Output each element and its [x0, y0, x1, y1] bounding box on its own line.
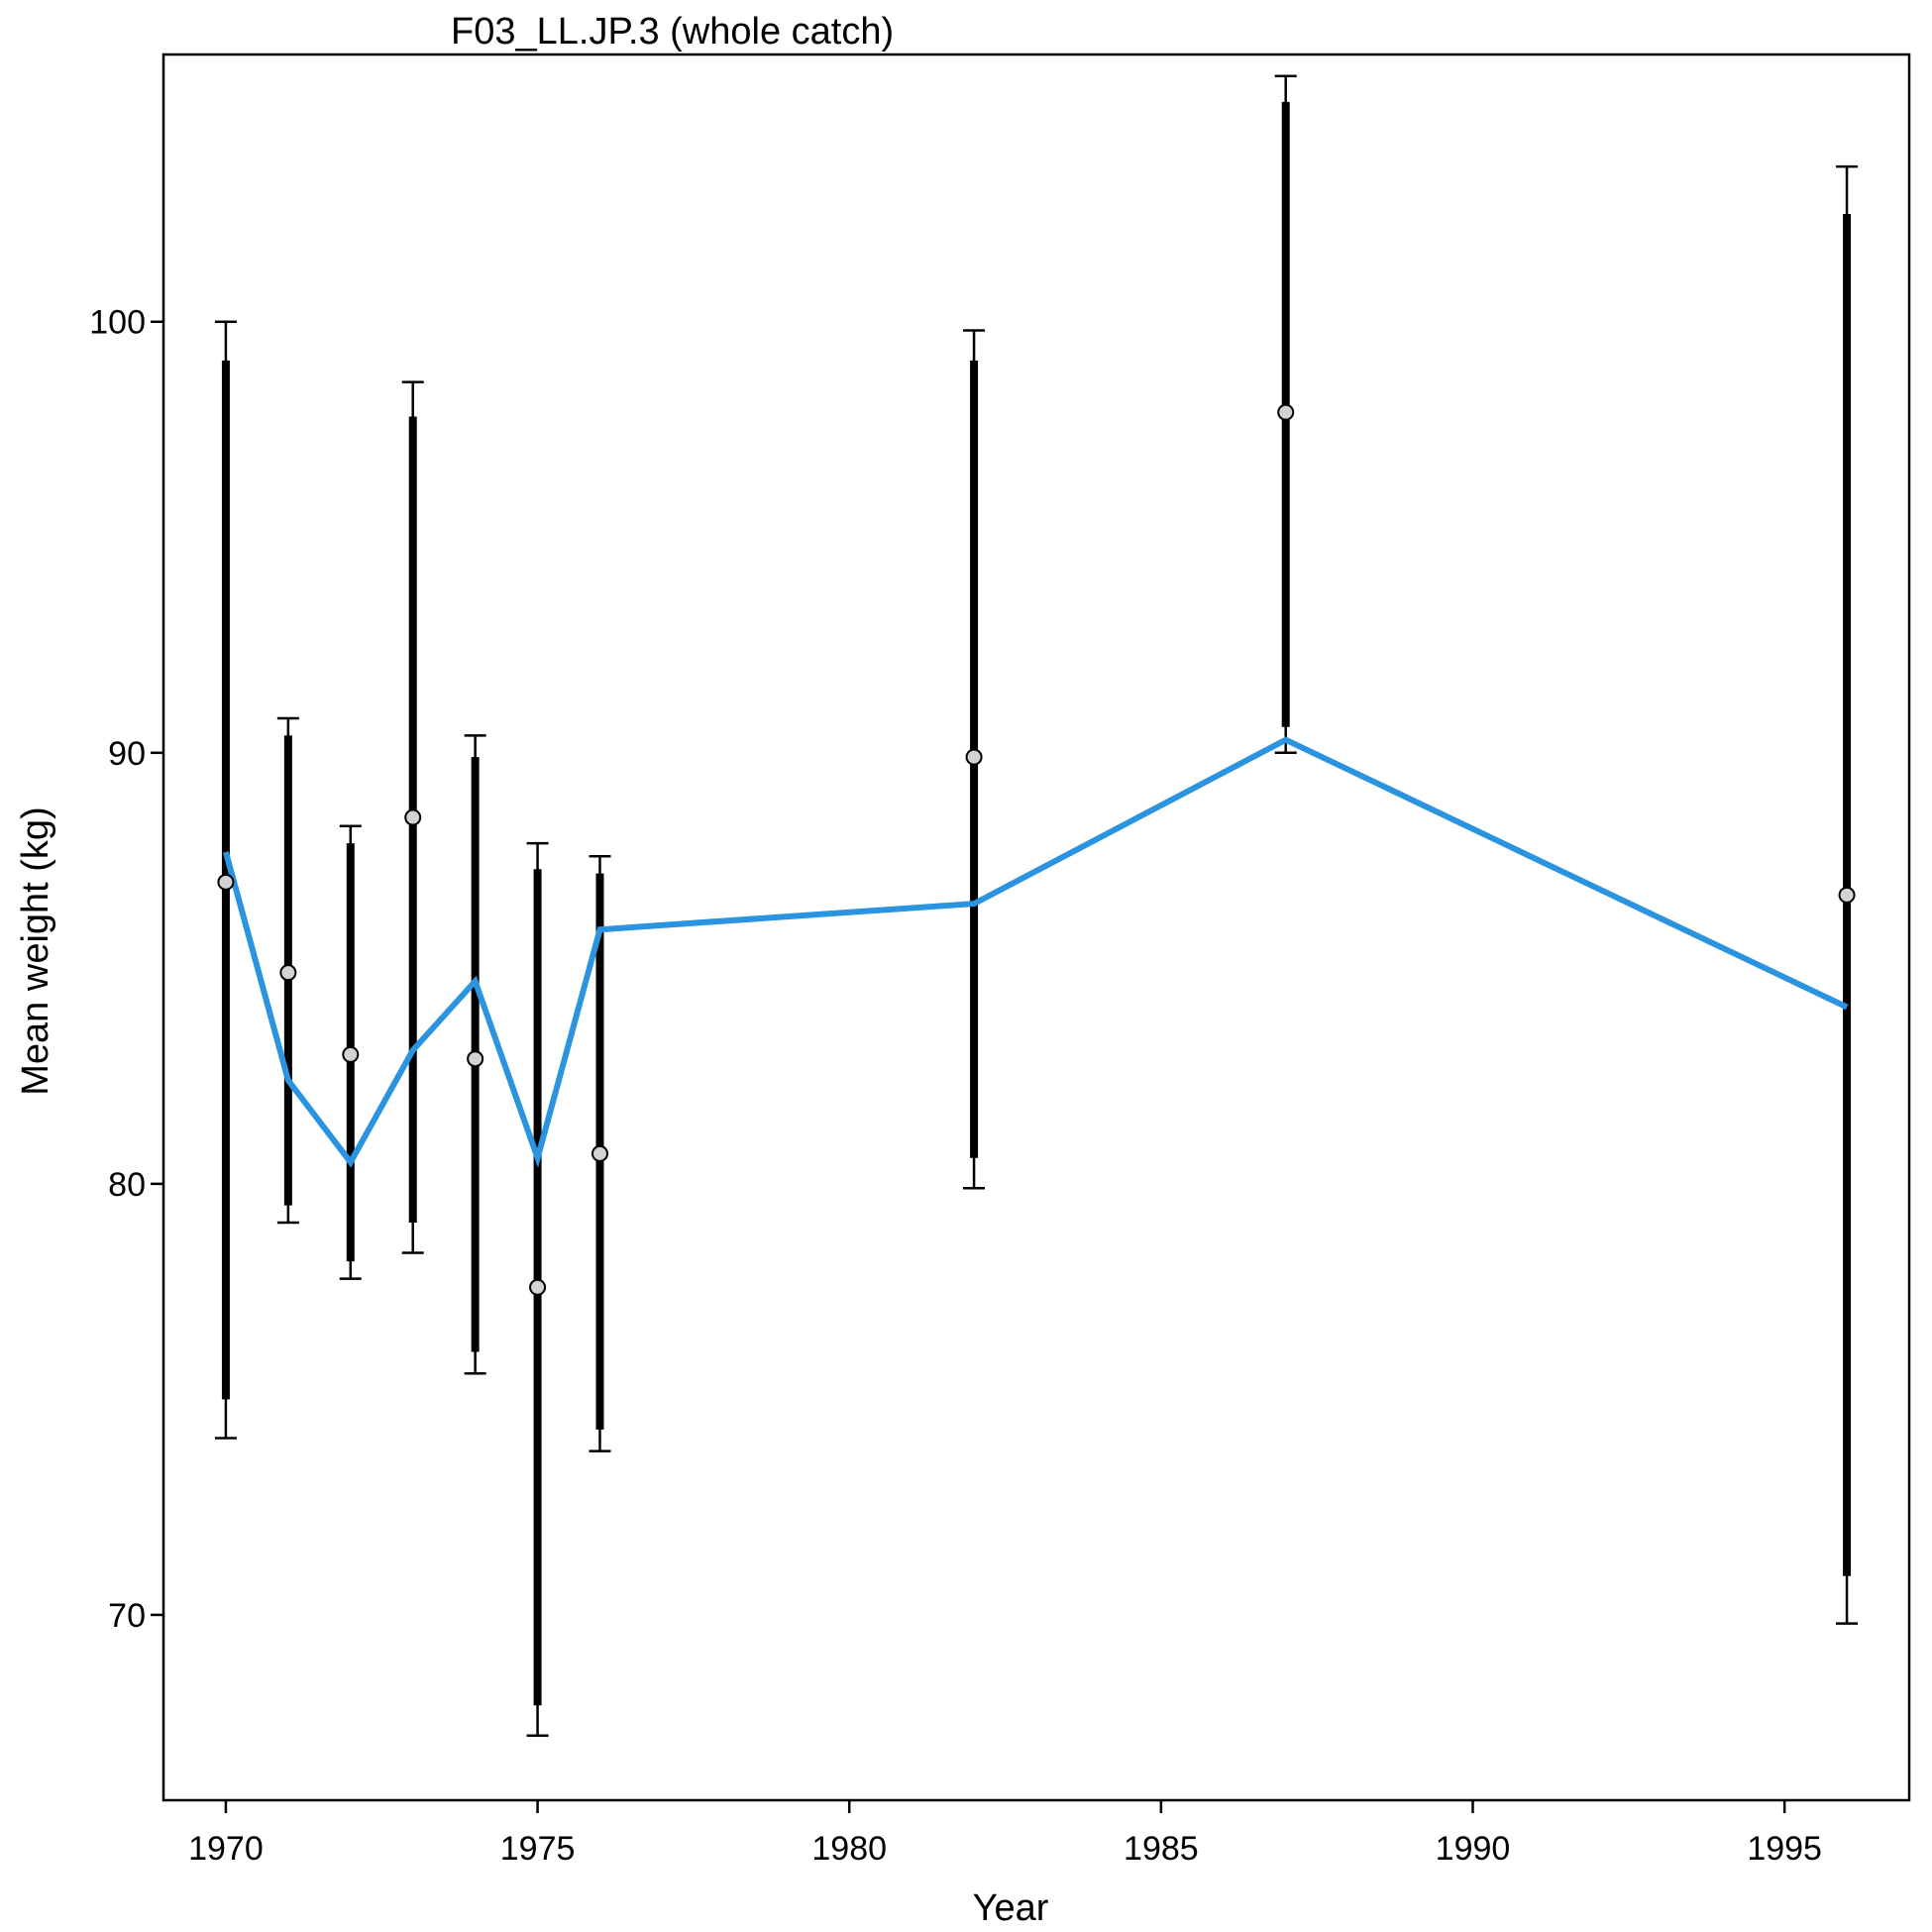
data-point	[965, 748, 983, 766]
data-point	[591, 1144, 608, 1162]
x-tick-label: 1990	[1436, 1830, 1511, 1868]
y-tick-label: 80	[108, 1166, 146, 1204]
x-tick-label: 1980	[811, 1830, 887, 1868]
data-point	[1277, 403, 1295, 421]
y-axis-label: Mean weight (kg)	[15, 806, 56, 1095]
data-point	[279, 964, 297, 982]
observed-points	[217, 403, 1856, 1296]
data-point	[529, 1278, 547, 1296]
x-axis: 1970 1975 1980 1985 1990 1995	[188, 1800, 1822, 1868]
x-tick-label: 1970	[188, 1830, 264, 1868]
x-tick-label: 1985	[1124, 1830, 1199, 1868]
error-bars	[214, 74, 1859, 1737]
data-point	[217, 873, 235, 891]
data-point	[342, 1045, 360, 1063]
data-point	[1838, 886, 1856, 904]
plot-frame	[161, 53, 1911, 1802]
y-tick-label: 100	[89, 304, 146, 342]
chart-title: F03_LL.JP.3 (whole catch)	[451, 11, 894, 53]
data-point	[467, 1050, 484, 1068]
predicted-line-group	[223, 736, 1849, 1168]
y-tick-label: 90	[108, 735, 146, 773]
data-point	[404, 808, 422, 826]
x-axis-label: Year	[973, 1887, 1049, 1929]
x-tick-label: 1995	[1747, 1830, 1822, 1868]
y-tick-label: 70	[108, 1597, 146, 1635]
predicted-line	[223, 736, 1849, 1168]
x-tick-label: 1975	[500, 1830, 576, 1868]
y-axis: 70 80 90 100	[89, 304, 163, 1635]
